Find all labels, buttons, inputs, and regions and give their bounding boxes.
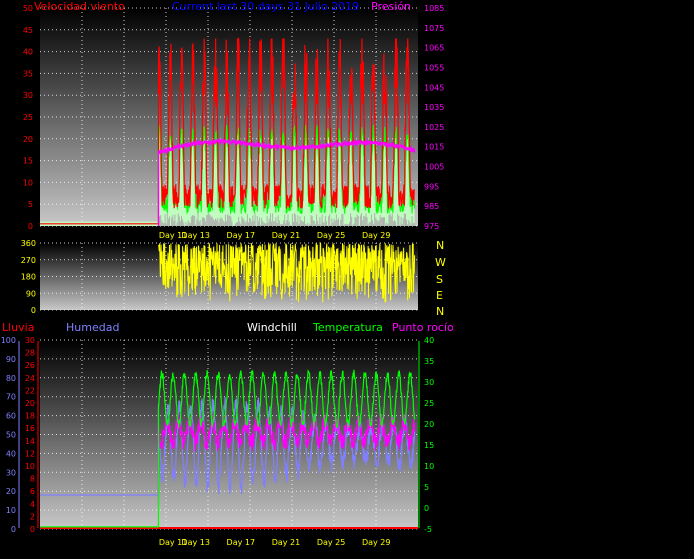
series-direction <box>158 241 416 303</box>
wind-tick-label: 20 <box>23 135 33 144</box>
pressure-tick-label: 1055 <box>424 63 444 72</box>
pressure-tick-label: 1065 <box>424 44 444 53</box>
x-tick-label: Day 25 <box>317 538 346 547</box>
x-tick-label: Day 29 <box>362 231 391 240</box>
dewpoint-label: Punto rocío <box>392 321 454 334</box>
pressure-axis-label: Presión <box>371 0 411 13</box>
rain-tick-label: 14 <box>25 437 35 446</box>
windchill-label: Windchill <box>247 321 297 334</box>
temp-tick-label: 15 <box>424 441 434 450</box>
humidity-tick-label: 100 <box>1 336 16 345</box>
pressure-tick-label: 1015 <box>424 143 444 152</box>
pressure-tick-label: 1085 <box>424 4 444 13</box>
compass-label: N <box>436 305 444 318</box>
humidity-tick-label: 10 <box>6 506 16 515</box>
rain-tick-label: 24 <box>25 374 35 383</box>
humidity-tick-label: 40 <box>6 449 16 458</box>
compass-label: N <box>436 239 444 252</box>
compass-label: W <box>435 256 446 269</box>
rain-tick-label: 12 <box>25 449 35 458</box>
temp-tick-label: 5 <box>424 483 429 492</box>
x-tick-label: Day 29 <box>362 538 391 547</box>
rain-tick-label: 0 <box>30 525 35 534</box>
pressure-tick-label: 995 <box>424 182 439 191</box>
chart-title: Current last 30 days 31 Julio 2019 <box>172 0 359 13</box>
rain-tick-label: 28 <box>25 349 35 358</box>
temp-tick-label: -5 <box>424 525 432 534</box>
compass-label: E <box>436 289 443 302</box>
tick-layer: 0510152025303540455097598599510051015102… <box>1 4 445 547</box>
rain-tick-label: 8 <box>30 475 35 484</box>
x-tick-label: Day 25 <box>317 231 346 240</box>
humidity-tick-label: 30 <box>6 468 16 477</box>
rain-tick-label: 22 <box>25 386 35 395</box>
temp-tick-label: 30 <box>424 378 434 387</box>
rain-tick-label: 10 <box>25 462 35 471</box>
temp-tick-label: 0 <box>424 504 429 513</box>
series-pressure <box>157 137 416 226</box>
wind-tick-label: 40 <box>23 48 33 57</box>
humidity-label: Humedad <box>66 321 119 334</box>
rain-label: Lluvia <box>2 321 34 334</box>
rain-tick-label: 30 <box>25 336 35 345</box>
pressure-tick-label: 1035 <box>424 103 444 112</box>
rain-tick-label: 4 <box>30 500 35 509</box>
temp-tick-label: 35 <box>424 357 434 366</box>
pressure-tick-label: 975 <box>424 222 439 231</box>
pressure-tick-label: 1045 <box>424 83 444 92</box>
humidity-tick-label: 90 <box>6 355 16 364</box>
x-tick-label: Day 17 <box>227 231 256 240</box>
x-tick-label: Day 17 <box>227 538 256 547</box>
humidity-tick-label: 50 <box>6 431 16 440</box>
x-tick-label: Day 13 <box>181 538 210 547</box>
compass-label: S <box>436 273 443 286</box>
wind-tick-label: 25 <box>23 113 33 122</box>
wind-tick-label: 5 <box>28 200 33 209</box>
series-wind-max <box>40 37 415 225</box>
temperature-label: Temperatura <box>312 321 383 334</box>
direction-tick-label: 180 <box>21 273 36 282</box>
wind-tick-label: 30 <box>23 91 33 100</box>
wind-tick-label: 50 <box>23 4 33 13</box>
wind-axis-label: Velocidad viento <box>34 0 125 13</box>
temp-tick-label: 40 <box>424 336 434 345</box>
rain-tick-label: 6 <box>30 487 35 496</box>
wind-tick-label: 45 <box>23 26 33 35</box>
x-tick-label: Day 21 <box>272 538 301 547</box>
humidity-tick-label: 80 <box>6 374 16 383</box>
direction-tick-label: 90 <box>26 289 36 298</box>
rain-tick-label: 20 <box>25 399 35 408</box>
temp-tick-label: 10 <box>424 462 434 471</box>
wind-tick-label: 15 <box>23 157 33 166</box>
series-layer <box>40 37 418 529</box>
humidity-tick-label: 0 <box>11 525 16 534</box>
direction-tick-label: 0 <box>31 306 36 315</box>
wind-tick-label: 35 <box>23 69 33 78</box>
temp-tick-label: 20 <box>424 420 434 429</box>
humidity-tick-label: 20 <box>6 487 16 496</box>
x-tick-label: Day 11 <box>159 538 188 547</box>
x-tick-label: Day 11 <box>159 231 188 240</box>
pressure-tick-label: 1075 <box>424 24 444 33</box>
series-temperature <box>40 369 416 528</box>
humidity-tick-label: 60 <box>6 412 16 421</box>
direction-tick-label: 360 <box>21 239 36 248</box>
rain-tick-label: 18 <box>25 412 35 421</box>
rain-tick-label: 16 <box>25 424 35 433</box>
pressure-tick-label: 1025 <box>424 123 444 132</box>
rain-tick-label: 26 <box>25 361 35 370</box>
wind-tick-label: 10 <box>23 178 33 187</box>
temp-tick-label: 25 <box>424 399 434 408</box>
pressure-tick-label: 985 <box>424 202 439 211</box>
rain-tick-label: 2 <box>30 512 35 521</box>
humidity-tick-label: 70 <box>6 393 16 402</box>
x-tick-label: Day 13 <box>181 231 210 240</box>
pressure-tick-label: 1005 <box>424 163 444 172</box>
direction-tick-label: 270 <box>21 256 36 265</box>
wind-tick-label: 0 <box>28 222 33 231</box>
x-tick-label: Day 21 <box>272 231 301 240</box>
